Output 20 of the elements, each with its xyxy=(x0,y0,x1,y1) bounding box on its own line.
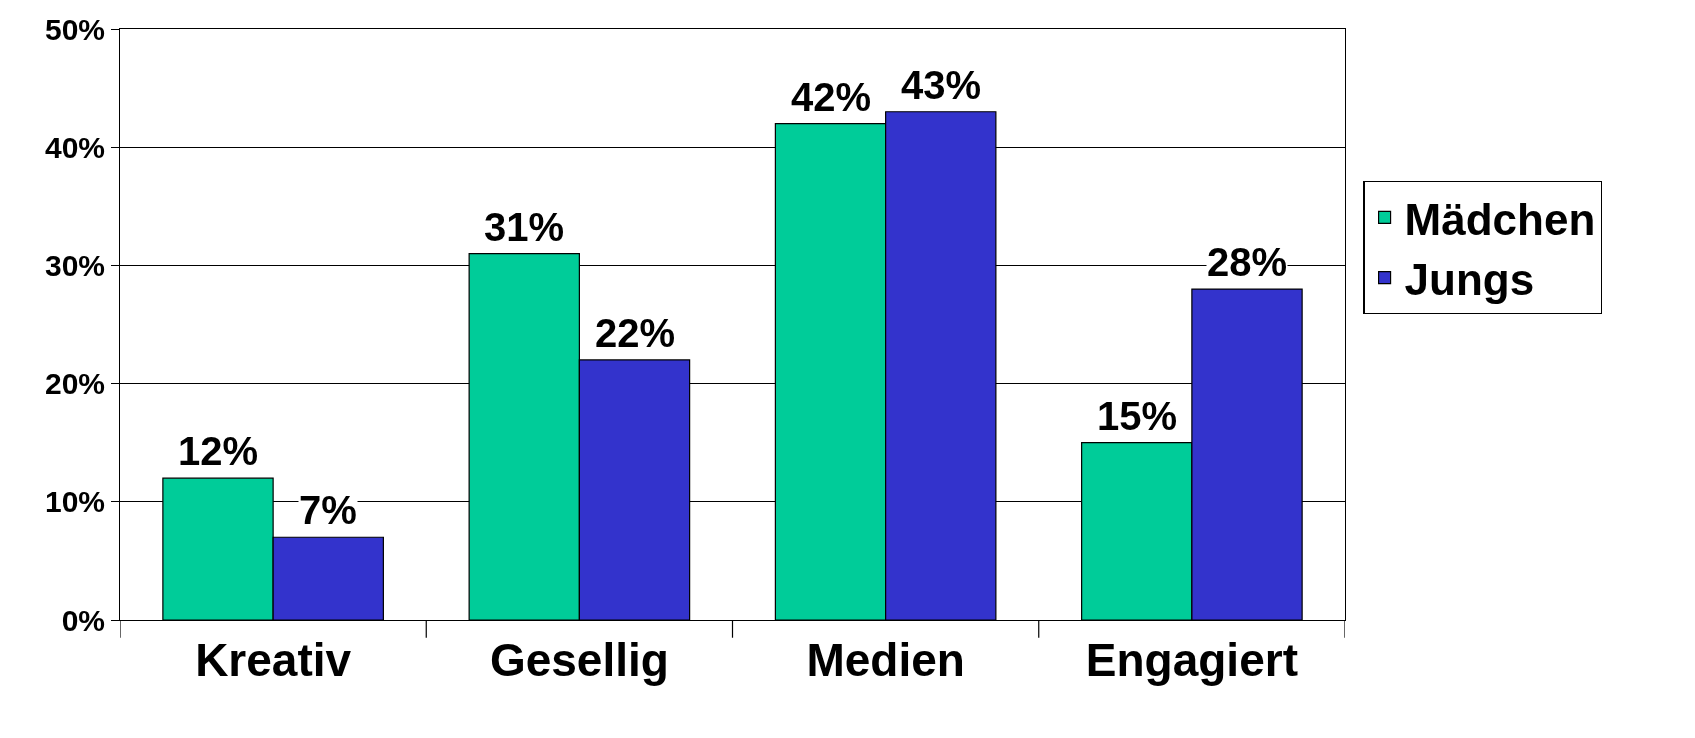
data-label: 28% xyxy=(1207,240,1288,284)
y-tick-label: 0% xyxy=(61,603,105,637)
data-label: 7% xyxy=(299,488,357,532)
legend-label: Jungs xyxy=(1404,254,1535,304)
data-label: 31% xyxy=(484,205,565,249)
data-label: 12% xyxy=(178,429,259,473)
data-label: 22% xyxy=(595,311,676,355)
legend-label: Mädchen xyxy=(1404,194,1596,244)
data-label: 15% xyxy=(1097,394,1178,438)
x-tick-label: Engagiert xyxy=(1085,634,1298,687)
x-tick-label: Kreativ xyxy=(195,634,352,687)
x-tick-label: Gesellig xyxy=(489,634,669,687)
y-tick-label: 40% xyxy=(44,130,105,164)
y-tick-label: 50% xyxy=(44,12,105,46)
y-tick-label: 20% xyxy=(44,367,105,401)
y-tick-label: 10% xyxy=(44,485,105,519)
data-label: 42% xyxy=(791,75,872,119)
y-tick-label: 30% xyxy=(44,248,105,282)
data-label: 43% xyxy=(901,63,982,107)
x-tick-label: Medien xyxy=(806,634,965,687)
